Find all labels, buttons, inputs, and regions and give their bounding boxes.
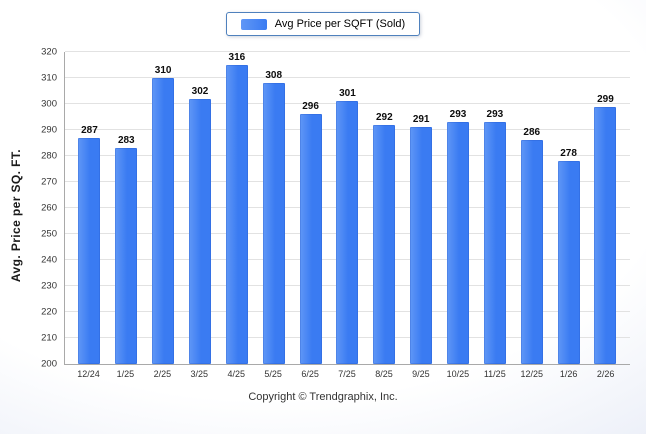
bar-cell: 292 [366, 52, 403, 364]
bar-value-label: 310 [154, 65, 172, 76]
legend-box: Avg Price per SQFT (Sold) [225, 12, 421, 36]
legend-color-swatch-icon [240, 18, 267, 30]
bar-cell: 299 [587, 52, 624, 364]
bar-chart: Avg. Price per SQ. FT. 200 210 220 230 240 25… [6, 47, 630, 379]
bar [336, 101, 359, 364]
x-axis-label: 2/26 [596, 369, 615, 379]
x-axis-label: 10/25 [446, 369, 470, 379]
copyright-text: Copyright © Trendgraphix, Inc. [248, 391, 398, 403]
bar-cell: 310 [145, 52, 182, 364]
x-axis-label: 12/24 [77, 369, 100, 379]
x-axis-label: 11/25 [483, 369, 506, 379]
x-axis-label: 7/25 [338, 369, 356, 379]
y-tick-label: 240 [41, 254, 57, 266]
y-tick-label: 320 [41, 46, 57, 58]
y-tick-label: 250 [41, 228, 57, 240]
bar-value-label: 293 [486, 109, 504, 121]
plot-area: 200 210 220 230 240 250 260 270 280 290 300 310 320 … [41, 47, 630, 370]
y-tick-label: 260 [41, 202, 57, 214]
y-tick-label: 290 [41, 124, 57, 136]
gridline [65, 77, 630, 78]
bar-value-label: 293 [449, 109, 467, 121]
bar-cell: 293 [440, 52, 477, 364]
x-axis-label: 6/25 [301, 369, 319, 379]
y-tick-label: 210 [41, 332, 57, 344]
y-axis-title: Avg. Price per SQ. FT. [9, 148, 23, 283]
bar-value-label: 286 [523, 127, 541, 139]
bar-value-label: 287 [81, 124, 98, 136]
y-tick-label: 310 [41, 72, 57, 84]
gridline [65, 51, 630, 52]
x-labels-row: 12/24 1/25 2/25 3/25 4/25 5/25 6/25 7/25 8/25 9/2… [64, 369, 630, 379]
bar-value-label: 302 [191, 85, 209, 97]
y-axis-title-container: Avg. Price per SQ. FT. [6, 52, 26, 379]
bar [189, 98, 211, 364]
x-axis-label: 4/25 [227, 369, 245, 379]
bar-cell: 291 [403, 52, 440, 364]
x-axis-label: 9/25 [412, 369, 430, 379]
bar-cell: 293 [476, 52, 513, 364]
x-axis-label: 2/25 [153, 369, 172, 379]
bar [78, 137, 101, 364]
y-tick-label: 230 [41, 280, 57, 292]
bar-value-label: 296 [302, 101, 319, 113]
bar [483, 122, 506, 364]
y-tick-label: 270 [41, 176, 57, 188]
bar-value-label: 292 [375, 111, 393, 123]
bar [152, 78, 175, 364]
bar-value-label: 283 [117, 135, 135, 147]
bar [115, 148, 138, 364]
bar-cell: 283 [108, 52, 145, 364]
bar-value-label: 278 [560, 148, 577, 160]
bar-cell: 308 [255, 52, 292, 364]
legend-label: Avg Price per SQFT (Sold) [274, 18, 406, 30]
bar [520, 140, 543, 364]
y-tick-label: 200 [41, 358, 57, 370]
bar-cell: 286 [513, 52, 550, 364]
bar [410, 127, 433, 364]
bar [557, 161, 580, 364]
plot-wrap: 200 210 220 230 240 250 260 270 280 290 300 310 320 … [41, 47, 630, 379]
bar-cell: 296 [292, 52, 329, 364]
bar-value-label: 301 [339, 88, 356, 100]
bar-value-label: 291 [412, 114, 430, 126]
bar [262, 83, 285, 364]
bar-cell: 278 [550, 52, 587, 364]
bar [373, 124, 396, 364]
bar [299, 114, 322, 364]
x-axis-label: 8/25 [375, 369, 393, 379]
bar-cell: 302 [182, 52, 219, 364]
x-axis-label: 1/25 [116, 369, 135, 379]
y-tick-label: 300 [41, 98, 57, 110]
x-axis-label: 12/25 [520, 369, 543, 379]
bar-cell: 287 [71, 52, 108, 364]
bar-cell: 301 [329, 52, 366, 364]
y-tick-label: 220 [41, 306, 57, 318]
bar-cell: 316 [218, 52, 255, 364]
bar [225, 65, 248, 364]
bar [594, 106, 617, 364]
bar-value-label: 316 [228, 52, 246, 63]
bar-value-label: 308 [265, 70, 283, 82]
x-axis-label: 1/26 [559, 369, 578, 379]
bar-value-label: 299 [597, 93, 614, 105]
legend: Avg Price per SQFT (Sold) [0, 12, 646, 36]
x-axis-label: 5/25 [264, 369, 282, 379]
x-axis-label: 3/25 [190, 369, 209, 379]
y-tick-label: 280 [41, 150, 57, 162]
bar [447, 122, 470, 364]
bars-row: 287 283 310 302 316 308 296 301 292 291 293 293 286 2… [65, 52, 630, 364]
